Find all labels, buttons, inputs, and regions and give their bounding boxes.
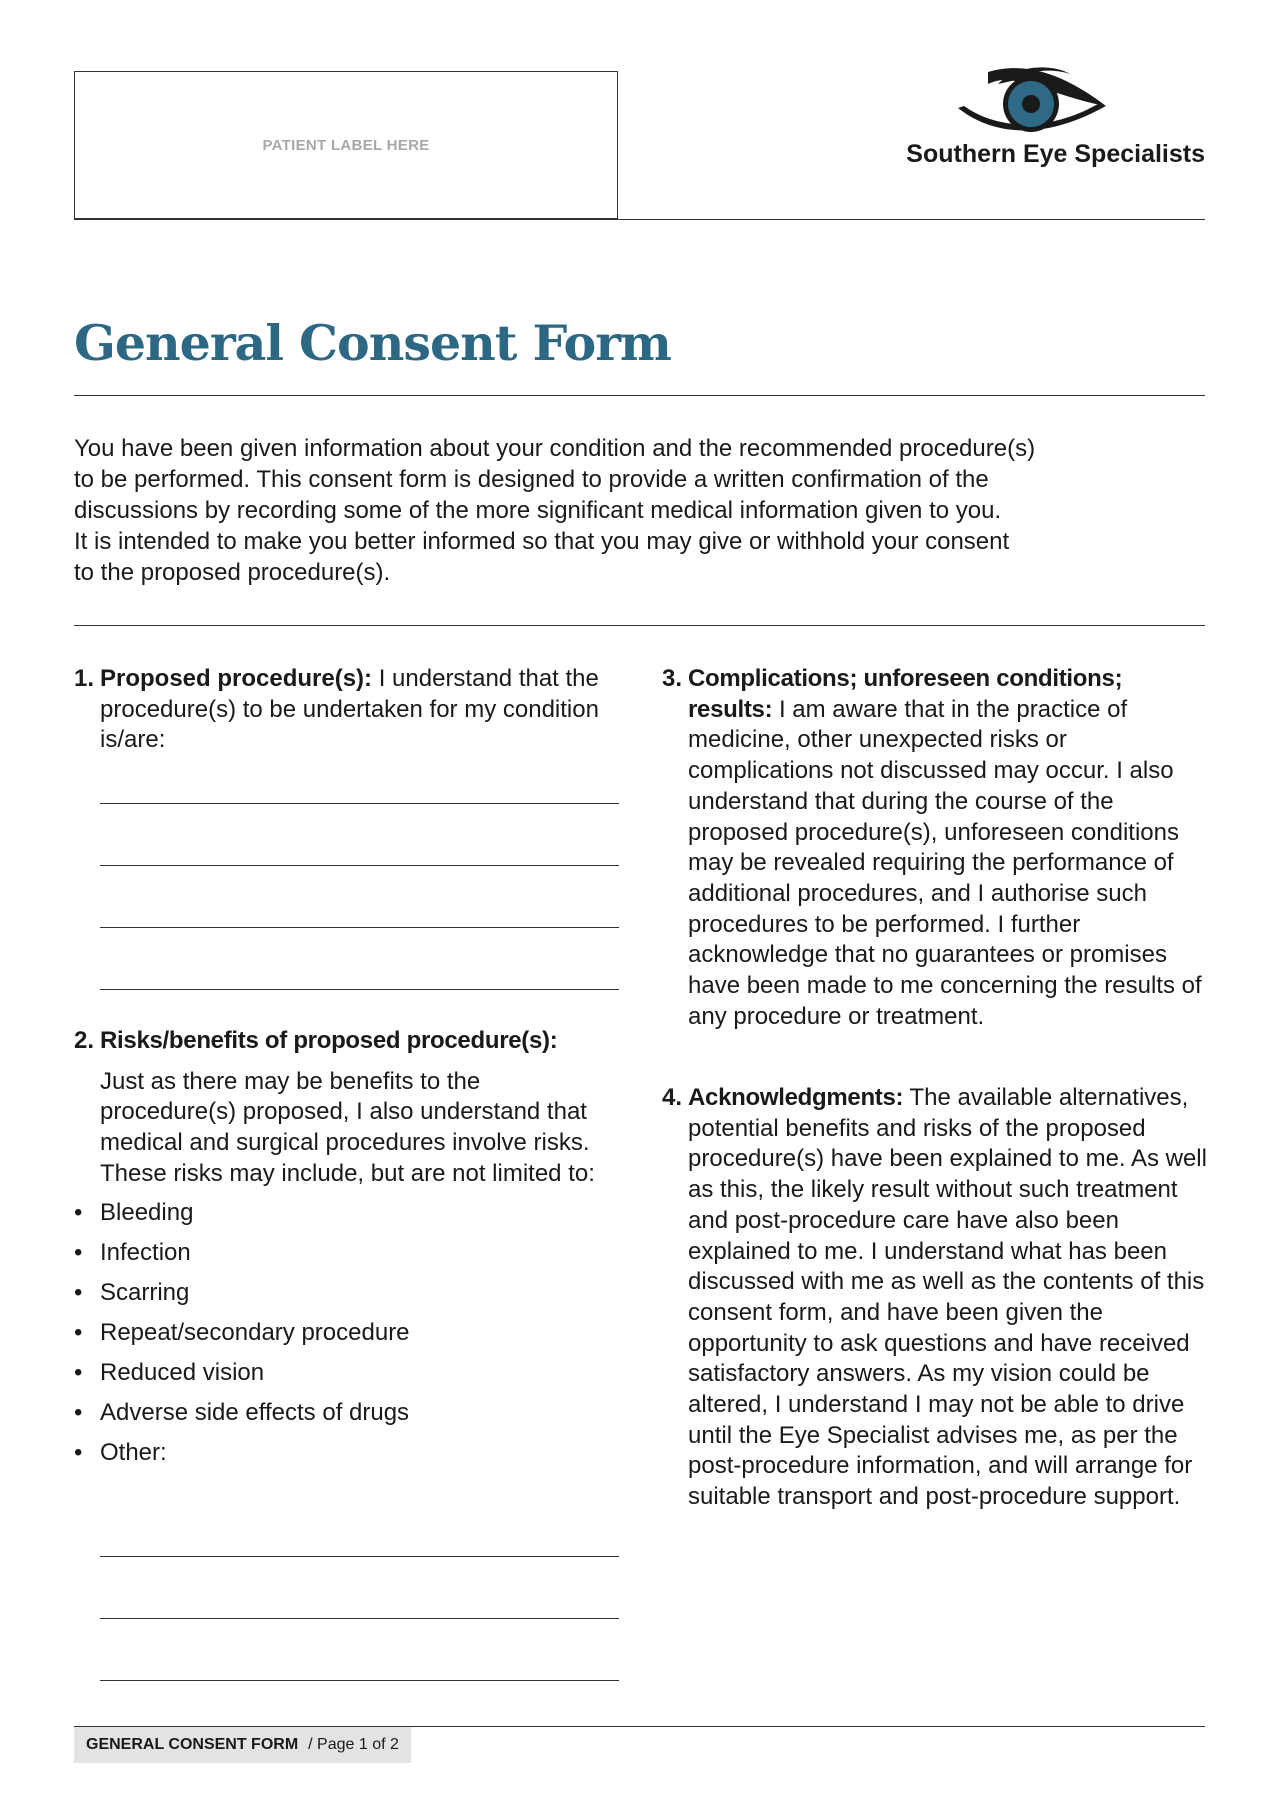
other-risk-input-line[interactable]	[100, 1680, 619, 1681]
procedure-input-line[interactable]	[100, 803, 619, 804]
eye-icon	[958, 67, 1106, 132]
risk-item: Other:	[74, 1438, 640, 1478]
section-complications: 3. Complications; unforeseen conditions;…	[662, 664, 1208, 1032]
risk-item: Scarring	[74, 1278, 640, 1318]
section-text: I am aware that in the practice of medic…	[688, 695, 1202, 1030]
section-heading: Complications; unforeseen conditions; re…	[688, 665, 1123, 723]
section-number: 1.	[74, 665, 95, 692]
intro-paragraph: You have been given information about yo…	[74, 433, 1194, 588]
risk-item: Infection	[74, 1238, 640, 1278]
section-number: 2.	[74, 1027, 95, 1054]
other-risk-input-line[interactable]	[100, 1556, 619, 1557]
section-heading: Acknowledgments:	[688, 1084, 904, 1111]
procedure-input-line[interactable]	[100, 989, 619, 990]
patient-label-box: PATIENT LABEL HERE	[74, 71, 618, 219]
footer-divider	[74, 1726, 1205, 1727]
section-text: Just as there may be benefits to the pro…	[100, 1067, 595, 1187]
risk-item: Reduced vision	[74, 1358, 640, 1398]
section-text: I understand that the procedure(s) to be…	[100, 665, 599, 754]
intro-line: It is intended to make you better inform…	[74, 528, 1010, 555]
procedure-input-line[interactable]	[100, 865, 619, 866]
footer-tag: GENERAL CONSENT FORM / Page 1 of 2	[74, 1727, 411, 1763]
risk-item: Bleeding	[74, 1198, 640, 1238]
footer-form-name: GENERAL CONSENT FORM	[86, 1736, 299, 1753]
patient-label-placeholder: PATIENT LABEL HERE	[262, 136, 430, 154]
page-indicator: / Page 1 of 2	[308, 1736, 399, 1753]
section-risks-benefits: 2. Risks/benefits of proposed procedure(…	[74, 1026, 640, 1478]
risk-list: Bleeding Infection Scarring Repeat/secon…	[74, 1198, 640, 1478]
header-divider	[74, 219, 1205, 220]
page-title: General Consent Form	[74, 314, 672, 372]
section-heading: Proposed procedure(s):	[100, 665, 373, 692]
section-number: 4.	[662, 1084, 683, 1111]
section-acknowledgments: 4. Acknowledgments: The available altern…	[662, 1083, 1208, 1513]
intro-line: to the proposed procedure(s).	[74, 559, 391, 586]
other-risk-input-line[interactable]	[100, 1618, 619, 1619]
section-heading: Risks/benefits of proposed procedure(s):	[100, 1027, 558, 1054]
risk-item: Adverse side effects of drugs	[74, 1398, 640, 1438]
section-proposed-procedures: 1. Proposed procedure(s): I understand t…	[74, 664, 620, 756]
intro-line: discussions by recording some of the mor…	[74, 497, 1002, 524]
title-divider	[74, 395, 1205, 396]
intro-line: You have been given information about yo…	[74, 435, 1036, 462]
intro-line: to be performed. This consent form is de…	[74, 466, 989, 493]
section-number: 3.	[662, 665, 683, 692]
intro-divider	[74, 625, 1205, 626]
brand-name: Southern Eye Specialists	[906, 140, 1205, 168]
procedure-input-line[interactable]	[100, 927, 619, 928]
risk-item: Repeat/secondary procedure	[74, 1318, 640, 1358]
section-text: The available alternatives, potential be…	[688, 1084, 1207, 1511]
